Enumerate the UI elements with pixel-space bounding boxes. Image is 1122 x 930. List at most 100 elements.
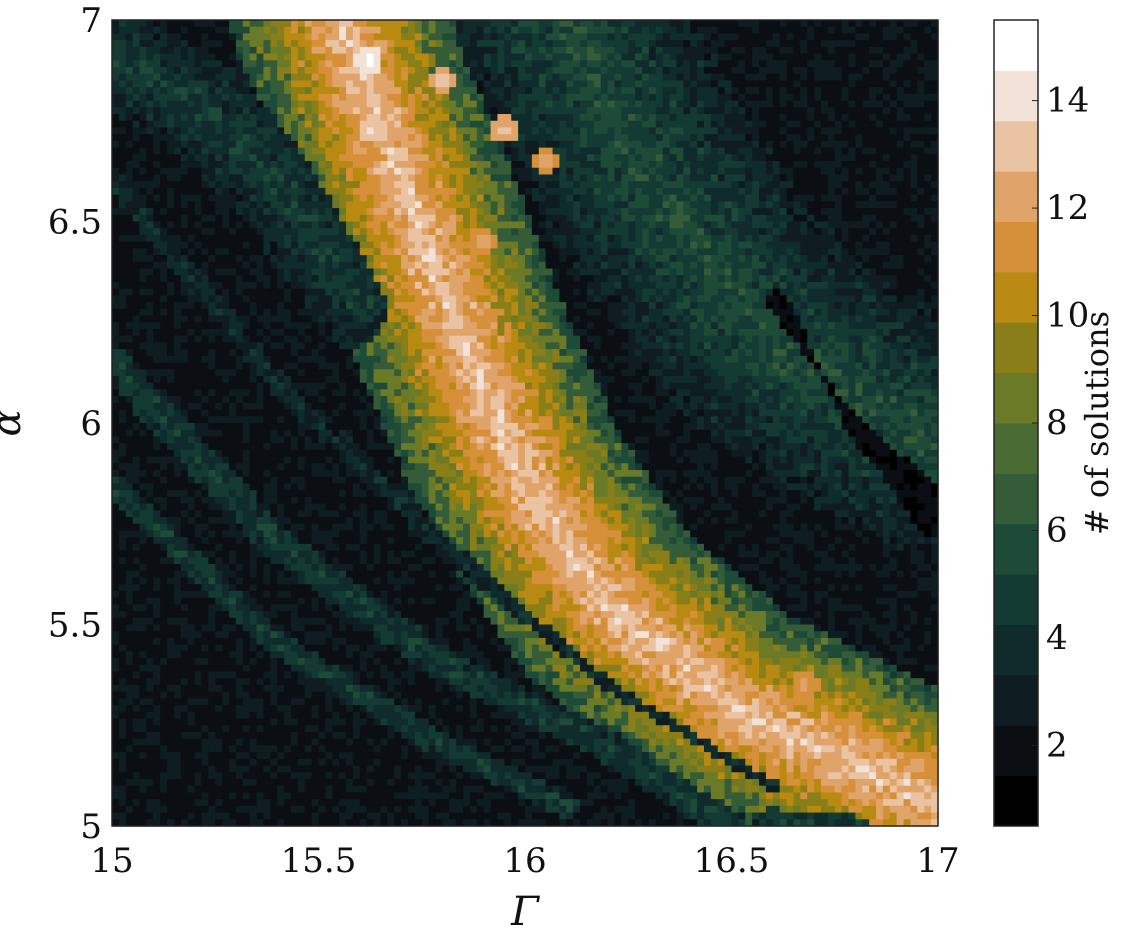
heatmap-cell bbox=[690, 248, 698, 256]
heatmap-cell bbox=[814, 214, 822, 223]
heatmap-cell bbox=[160, 114, 168, 122]
heatmap-cell bbox=[690, 194, 698, 202]
heatmap-cell bbox=[820, 174, 829, 182]
heatmap-cell bbox=[222, 268, 230, 276]
heatmap-cell bbox=[352, 114, 361, 122]
heatmap-cell bbox=[655, 93, 664, 102]
heatmap-cell bbox=[235, 234, 244, 243]
heatmap-cell bbox=[545, 120, 554, 129]
heatmap-cell bbox=[765, 127, 774, 135]
heatmap-cell bbox=[765, 80, 774, 88]
heatmap-cell bbox=[304, 281, 313, 290]
heatmap-cell bbox=[146, 120, 154, 129]
heatmap-cell bbox=[208, 60, 216, 68]
heatmap-cell bbox=[586, 174, 595, 182]
heatmap-cell bbox=[387, 60, 395, 68]
heatmap-cell bbox=[903, 241, 912, 249]
heatmap-cell bbox=[642, 241, 650, 249]
heatmap-cell bbox=[876, 275, 884, 283]
heatmap-cell bbox=[848, 194, 856, 202]
heatmap-cell bbox=[187, 120, 196, 129]
heatmap-cell bbox=[118, 248, 127, 256]
heatmap-cell bbox=[820, 134, 829, 142]
heatmap-cell bbox=[394, 281, 402, 290]
heatmap-cell bbox=[683, 181, 691, 189]
heatmap-cell bbox=[538, 60, 547, 68]
heatmap-cell bbox=[297, 295, 306, 303]
heatmap-cell bbox=[910, 288, 918, 296]
heatmap-cell bbox=[910, 181, 918, 189]
heatmap-cell bbox=[648, 40, 657, 48]
heatmap-cell bbox=[511, 288, 519, 296]
heatmap-cell bbox=[442, 107, 450, 115]
heatmap-cell bbox=[827, 80, 836, 88]
heatmap-cell bbox=[118, 275, 127, 283]
heatmap-cell bbox=[235, 53, 244, 61]
heatmap-cell bbox=[793, 87, 801, 95]
heatmap-cell bbox=[160, 134, 168, 142]
heatmap-cell bbox=[504, 174, 512, 182]
heatmap-cell bbox=[359, 114, 368, 122]
heatmap-cell bbox=[490, 100, 499, 108]
heatmap-cell bbox=[146, 248, 154, 256]
heatmap-cell bbox=[586, 201, 595, 209]
heatmap-cell bbox=[896, 214, 905, 223]
heatmap-cell bbox=[669, 40, 678, 48]
heatmap-cell bbox=[710, 53, 719, 61]
heatmap-cell bbox=[924, 20, 932, 28]
heatmap-cell bbox=[297, 248, 306, 256]
heatmap-cell bbox=[862, 87, 870, 95]
heatmap-cell bbox=[428, 275, 437, 283]
heatmap-cell bbox=[662, 140, 671, 149]
heatmap-cell bbox=[800, 261, 808, 270]
heatmap-cell bbox=[297, 120, 306, 129]
heatmap-cell bbox=[628, 187, 636, 196]
heatmap-cell bbox=[173, 167, 182, 176]
heatmap-cell bbox=[621, 288, 629, 296]
heatmap-cell bbox=[703, 234, 712, 243]
heatmap-cell bbox=[848, 93, 856, 102]
heatmap-cell bbox=[284, 93, 292, 102]
heatmap-cell bbox=[352, 46, 361, 55]
heatmap-cell bbox=[869, 221, 877, 229]
heatmap-cell bbox=[745, 214, 753, 223]
heatmap-cell bbox=[793, 73, 801, 82]
heatmap-cell bbox=[607, 288, 616, 296]
heatmap-cell bbox=[387, 67, 395, 75]
heatmap-cell bbox=[593, 154, 602, 162]
heatmap-cell bbox=[586, 181, 595, 189]
heatmap-cell bbox=[222, 261, 230, 270]
heatmap-cell bbox=[531, 255, 540, 263]
heatmap-cell bbox=[139, 73, 148, 82]
heatmap-cell bbox=[834, 214, 843, 223]
heatmap-cell bbox=[635, 214, 643, 223]
heatmap-cell bbox=[566, 134, 574, 142]
heatmap-cell bbox=[614, 268, 622, 276]
heatmap-cell bbox=[538, 181, 547, 189]
heatmap-cell bbox=[834, 241, 843, 249]
heatmap-cell bbox=[167, 127, 175, 135]
heatmap-cell bbox=[642, 187, 650, 196]
heatmap-cell bbox=[786, 53, 795, 61]
heatmap-cell bbox=[187, 154, 196, 162]
heatmap-cell bbox=[504, 80, 512, 88]
heatmap-cell bbox=[772, 154, 781, 162]
heatmap-cell bbox=[841, 248, 850, 256]
heatmap-cell bbox=[889, 221, 898, 229]
heatmap-cell bbox=[566, 73, 574, 82]
heatmap-cell bbox=[593, 261, 602, 270]
heatmap-cell bbox=[662, 80, 671, 88]
heatmap-cell bbox=[325, 181, 333, 189]
heatmap-cell bbox=[256, 241, 265, 249]
heatmap-cell bbox=[731, 181, 739, 189]
heatmap-cell bbox=[366, 127, 375, 135]
heatmap-cell bbox=[118, 127, 127, 135]
heatmap-cell bbox=[118, 281, 127, 290]
heatmap-cell bbox=[352, 234, 361, 243]
heatmap-cell bbox=[414, 147, 423, 155]
heatmap-cell bbox=[208, 248, 216, 256]
heatmap-cell bbox=[387, 26, 395, 35]
heatmap-cell bbox=[793, 26, 801, 35]
heatmap-cell bbox=[635, 40, 643, 48]
heatmap-cell bbox=[607, 147, 616, 155]
